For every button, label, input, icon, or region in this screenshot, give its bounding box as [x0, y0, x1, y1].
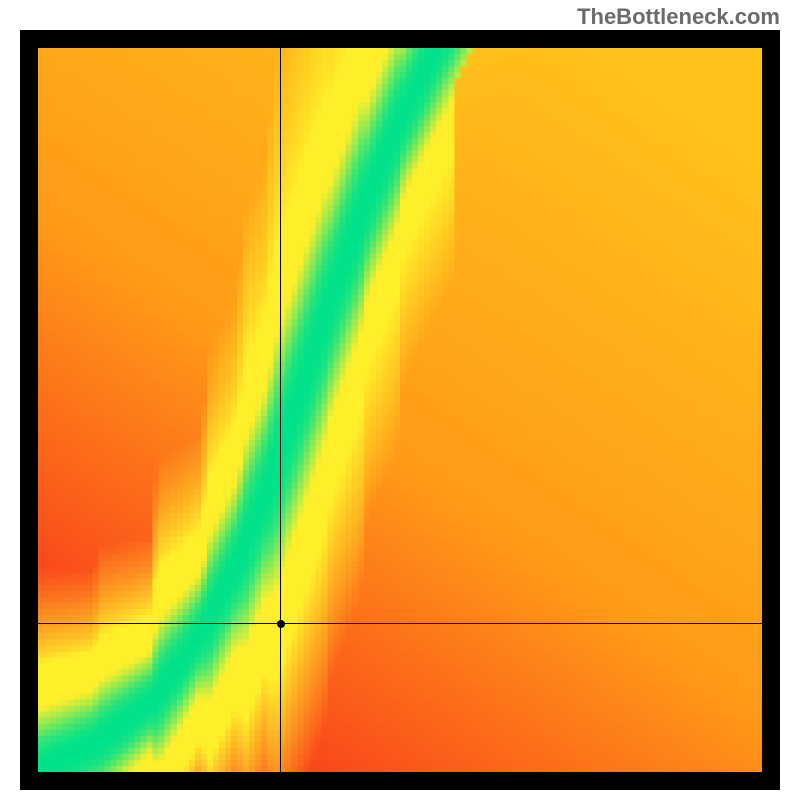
watermark-text: TheBottleneck.com — [577, 4, 780, 30]
bottleneck-heatmap — [38, 48, 762, 772]
crosshair-horizontal-line — [38, 623, 762, 624]
crosshair-marker-point — [277, 620, 285, 628]
crosshair-vertical-line — [280, 48, 281, 772]
chart-container: TheBottleneck.com — [0, 0, 800, 800]
plot-frame — [20, 30, 780, 790]
